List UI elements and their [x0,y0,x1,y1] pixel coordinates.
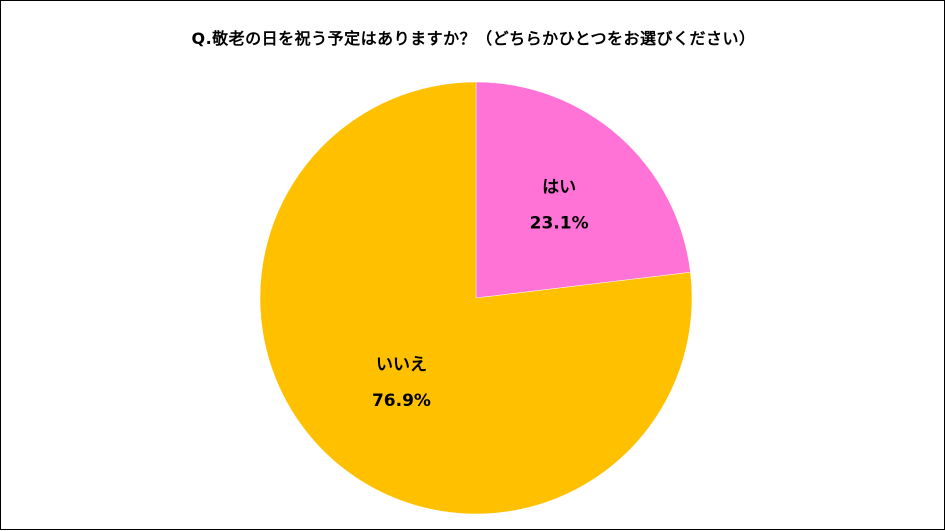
pie-slice-1 [259,81,693,515]
slice-value-label: 23.1% [530,213,589,233]
slice-category-label: はい [542,177,576,197]
slice-category-label: いいえ [376,355,427,375]
chart-title: Q.敬老の日を祝う予定はありますか？（どちらかひとつをお選びください） [191,29,756,48]
pie-labels: はい 23.1% いいえ 76.9% [372,177,589,411]
pie-slice-0 [475,81,691,299]
slice-value-label: 76.9% [372,391,431,411]
pie-slices [259,81,693,515]
